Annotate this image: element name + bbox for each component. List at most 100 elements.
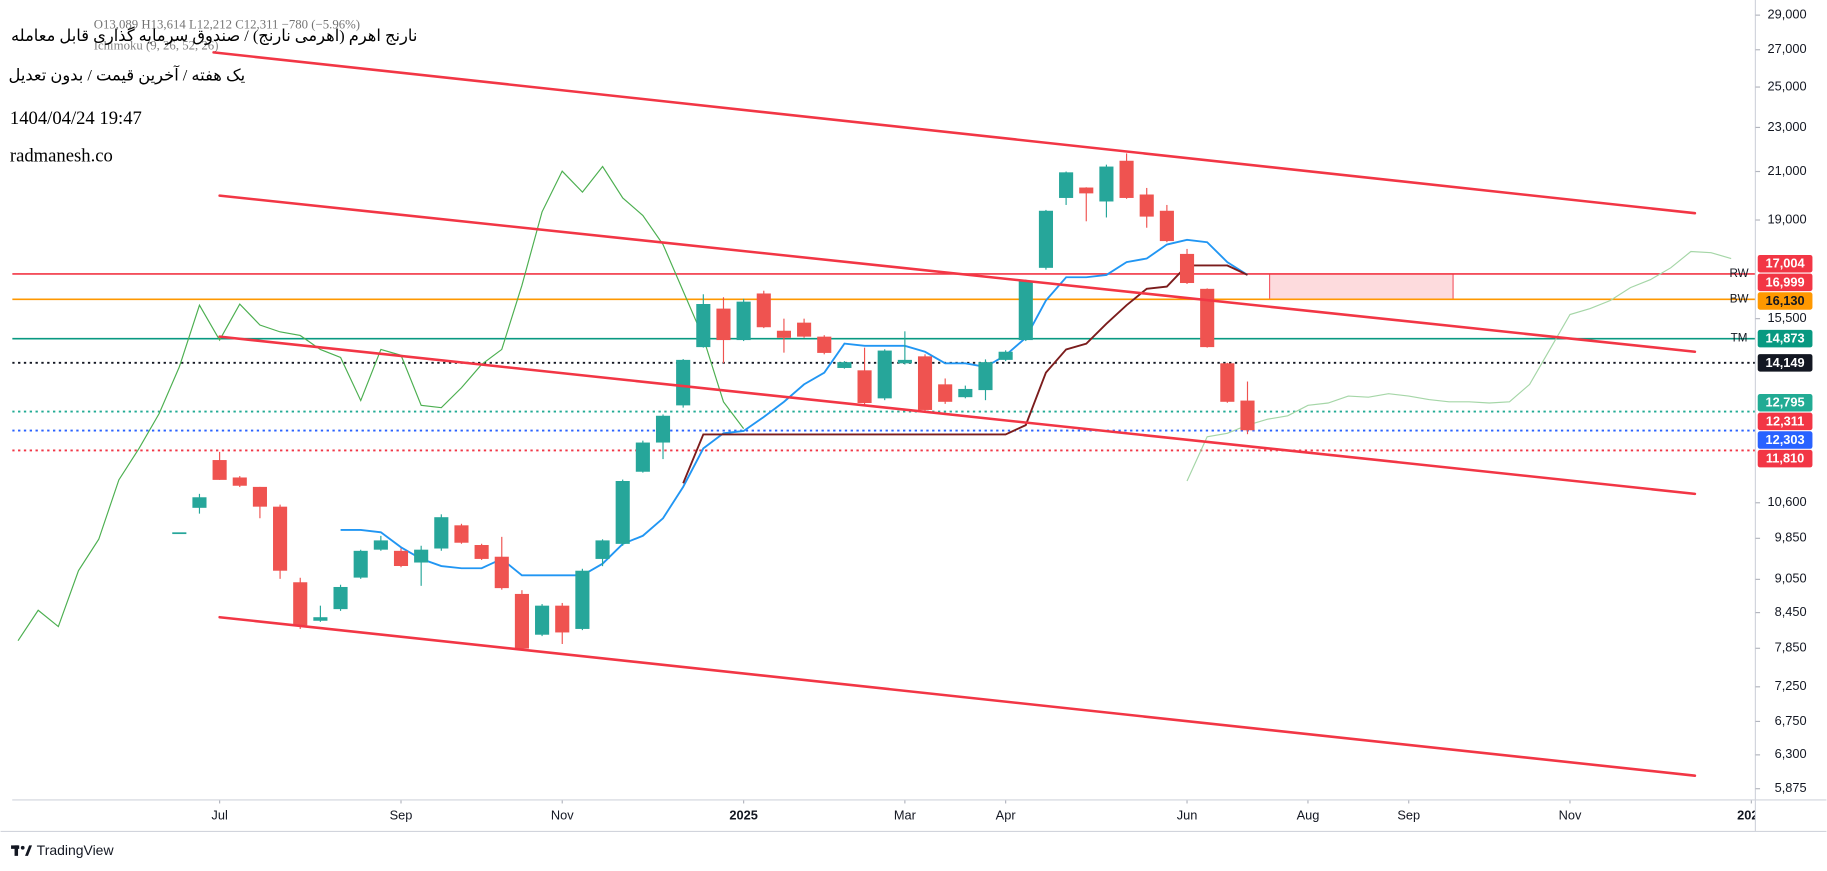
level-name: RW bbox=[1730, 267, 1749, 280]
x-tick-label: Mar bbox=[894, 808, 917, 823]
candle-body bbox=[595, 540, 610, 559]
candle-body bbox=[1139, 194, 1154, 217]
logo-shape bbox=[25, 845, 33, 856]
candle-body bbox=[373, 540, 388, 550]
price-tag bbox=[1757, 329, 1813, 348]
timestamp: 1404/04/24 19:47 bbox=[10, 108, 142, 129]
x-tick-label: 2025 bbox=[729, 808, 757, 823]
candle-body bbox=[293, 582, 308, 626]
price-tag-label: 12,303 bbox=[1766, 432, 1805, 447]
source: radmanesh.co bbox=[10, 145, 113, 166]
price-tag bbox=[1757, 449, 1813, 468]
x-tick-label: Nov bbox=[551, 808, 574, 823]
y-tick-label: 9,050 bbox=[1775, 571, 1807, 586]
level-name: TM bbox=[1731, 332, 1748, 345]
y-tick-label: 15,500 bbox=[1767, 310, 1806, 325]
candle-body bbox=[414, 549, 429, 563]
trend-line bbox=[212, 51, 1697, 215]
x-tick-label: Nov bbox=[1559, 808, 1582, 823]
price-tag bbox=[1757, 273, 1813, 292]
trend-line bbox=[218, 194, 1697, 354]
candle-body bbox=[676, 359, 691, 406]
chart-title: نارنج اهرم (اهرمی نارنج) / صندوق سرمایه … bbox=[11, 26, 418, 46]
y-tick-label: 21,000 bbox=[1767, 163, 1806, 178]
candle-body bbox=[434, 517, 449, 549]
candle-body bbox=[454, 525, 469, 543]
price-tag-label: 17,004 bbox=[1766, 256, 1806, 271]
logo-shape bbox=[14, 845, 19, 856]
candle-body bbox=[958, 388, 973, 398]
y-tick-label: 7,250 bbox=[1775, 678, 1807, 693]
price-tag-label: 12,311 bbox=[1766, 413, 1804, 428]
candle-body bbox=[797, 322, 812, 337]
candle-body bbox=[212, 460, 227, 480]
candle-body bbox=[897, 359, 912, 364]
branding: TradingView bbox=[37, 842, 115, 858]
candle-body bbox=[273, 506, 288, 571]
price-tag-label: 16,999 bbox=[1766, 274, 1805, 289]
candle-body bbox=[877, 350, 892, 399]
y-tick-label: 7,850 bbox=[1775, 640, 1807, 655]
logo-shape bbox=[20, 845, 25, 850]
candle-body bbox=[696, 304, 711, 348]
candle-body bbox=[736, 301, 751, 341]
trend-line bbox=[218, 335, 1697, 496]
y-tick-label: 5,875 bbox=[1775, 780, 1807, 795]
candle-body bbox=[393, 550, 409, 567]
x-tick-label: Sep bbox=[1397, 808, 1420, 823]
price-tag bbox=[1757, 394, 1813, 412]
x-tick-label: Jul bbox=[211, 808, 227, 823]
y-tick-label: 6,750 bbox=[1775, 713, 1807, 728]
y-tick-label: 6,300 bbox=[1775, 746, 1807, 761]
candle-body bbox=[232, 477, 247, 486]
candle-body bbox=[1179, 253, 1195, 284]
price-tag bbox=[1757, 412, 1813, 431]
candle-body bbox=[474, 545, 489, 559]
candle-body bbox=[837, 362, 852, 368]
candle-body bbox=[252, 486, 267, 507]
candle-body bbox=[1059, 172, 1074, 198]
candle-body bbox=[1240, 400, 1255, 431]
price-tag bbox=[1757, 292, 1813, 310]
candle-body bbox=[1079, 187, 1094, 194]
price-zone bbox=[1269, 273, 1454, 300]
candle-body bbox=[635, 442, 650, 472]
price-tag-label: 14,149 bbox=[1766, 355, 1805, 370]
candle-body bbox=[1220, 363, 1235, 402]
candle-body bbox=[615, 481, 630, 544]
candle-body bbox=[1119, 160, 1134, 198]
x-tick-label: Sep bbox=[390, 808, 413, 823]
indicator-line bbox=[682, 264, 1248, 484]
price-tag bbox=[1757, 354, 1813, 372]
candle-body bbox=[1018, 280, 1033, 341]
candle-body bbox=[514, 593, 529, 649]
y-tick-label: 8,450 bbox=[1775, 604, 1807, 619]
price-tag bbox=[1757, 254, 1813, 273]
x-tick-label: Apr bbox=[996, 808, 1017, 823]
candle-body bbox=[333, 586, 348, 610]
ohlc-legend: O13,089 H13,614 L12,212 C12,311 −780 (−5… bbox=[94, 18, 360, 32]
trend-line bbox=[218, 615, 1697, 777]
candle-body bbox=[776, 330, 791, 338]
candle-body bbox=[857, 370, 872, 403]
price-tag-label: 11,810 bbox=[1766, 451, 1804, 466]
level-name: BW bbox=[1730, 292, 1749, 305]
y-tick-label: 25,000 bbox=[1767, 78, 1806, 93]
candle-body bbox=[978, 362, 993, 391]
candle-body bbox=[192, 497, 207, 508]
indicator-line bbox=[17, 165, 745, 641]
price-tag-label: 16,130 bbox=[1766, 293, 1805, 308]
price-tag bbox=[1757, 431, 1813, 449]
candle-body bbox=[172, 532, 187, 535]
chart-subtitle: یک هفته / آخرین قیمت / بدون تعدیل bbox=[8, 66, 245, 86]
candle-body bbox=[655, 415, 671, 443]
candle-body bbox=[313, 617, 328, 621]
x-tick-label: Aug bbox=[1297, 808, 1320, 823]
indicator-line bbox=[1186, 250, 1732, 482]
y-tick-label: 9,850 bbox=[1775, 530, 1807, 545]
indicator-legend: Ichimoku (9, 26, 52, 26) bbox=[94, 39, 219, 53]
candle-body bbox=[1159, 210, 1174, 242]
